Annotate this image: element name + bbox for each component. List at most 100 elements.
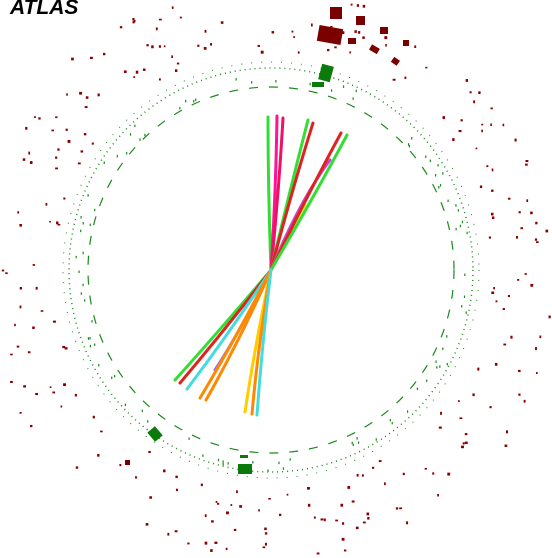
calo-hit: [226, 511, 229, 515]
tracker-hit: [193, 99, 195, 103]
calo-hit: [264, 542, 267, 546]
calo-hit: [502, 123, 505, 127]
calo-hit: [167, 532, 170, 536]
calo-hit: [306, 487, 310, 490]
calo-hit: [332, 37, 336, 41]
tracker-hit: [278, 461, 280, 465]
calo-hit: [66, 93, 68, 96]
calo-hit: [335, 519, 339, 522]
tracker-hit: [282, 467, 285, 470]
calo-hit: [80, 150, 84, 153]
calo-hit: [481, 123, 484, 126]
tracker-hit: [82, 222, 84, 225]
tracker-hit: [425, 155, 427, 158]
tracker-hit: [457, 209, 459, 212]
tracker-hit: [357, 441, 360, 444]
calo-hit: [361, 474, 364, 477]
middle-ring: [68, 67, 474, 473]
calo-hit: [60, 405, 63, 408]
calo-hit: [89, 56, 93, 60]
tower: [356, 16, 365, 25]
calo-hit: [347, 485, 351, 489]
tracker-hit: [98, 363, 100, 367]
calo-hit: [534, 238, 538, 241]
calo-hit: [514, 138, 517, 142]
tracker-hit: [78, 270, 80, 274]
calo-hit: [171, 6, 174, 9]
calo-hit: [220, 21, 224, 24]
calo-hit: [146, 44, 149, 47]
calo-hit: [158, 78, 161, 81]
calo-hit: [279, 513, 282, 517]
tracker-hit: [139, 138, 141, 141]
calo-hit: [362, 4, 366, 8]
calo-hit: [74, 393, 77, 397]
calo-hit: [358, 31, 361, 34]
calo-hit: [334, 46, 337, 49]
calo-hit: [55, 116, 58, 119]
tracker-hit: [465, 311, 467, 314]
tracker-hit: [144, 133, 146, 137]
calo-hit: [354, 30, 357, 33]
calo-hit: [53, 320, 56, 323]
tower: [390, 56, 400, 66]
calo-hit: [163, 45, 166, 48]
calo-hit: [91, 142, 94, 145]
calo-hit: [523, 399, 526, 403]
tracker-hit: [222, 460, 224, 463]
calo-hit: [535, 347, 537, 351]
calo-hit: [187, 542, 190, 545]
calo-hit: [123, 70, 127, 73]
tracker-hit: [94, 343, 96, 346]
calo-hit: [502, 308, 505, 311]
hit-block: [318, 63, 334, 83]
calo-hit: [510, 335, 513, 339]
inner-ring: [87, 86, 455, 454]
calo-hit: [174, 530, 178, 533]
calo-hit: [392, 78, 396, 81]
calo-hit: [297, 51, 300, 54]
calo-hit: [402, 472, 405, 476]
calo-hit: [16, 345, 20, 348]
tracker-hit: [356, 437, 358, 440]
detector-rings: [62, 61, 480, 479]
calo-hit: [330, 25, 333, 29]
calo-hit: [19, 412, 22, 414]
calo-hit: [56, 221, 59, 225]
track: [185, 268, 273, 391]
calo-hit: [524, 273, 527, 275]
calo-hit: [203, 47, 207, 50]
calo-hit: [142, 68, 146, 71]
calo-hit: [35, 286, 38, 290]
calo-hit: [326, 49, 330, 52]
track: [266, 115, 273, 272]
calo-hit: [260, 50, 264, 54]
tracker-hit: [103, 161, 105, 164]
tracker-hit: [461, 220, 464, 224]
calo-hit: [460, 119, 463, 122]
calo-hit: [19, 287, 22, 290]
calo-hit: [530, 211, 533, 215]
calo-hit: [204, 514, 207, 518]
calo-hit: [158, 45, 161, 48]
calo-hit: [313, 516, 316, 519]
calo-hit: [458, 129, 462, 133]
tracker-hit: [342, 85, 345, 88]
calo-hit: [62, 345, 66, 349]
tracker-hit: [275, 79, 277, 83]
tracker-hit: [464, 273, 466, 276]
calo-hit: [258, 509, 260, 512]
hit-block: [238, 464, 252, 474]
tracker-hit: [429, 159, 431, 163]
calo-hit: [52, 391, 56, 394]
calo-hit: [425, 66, 428, 69]
track: [269, 121, 315, 272]
tracker-hit: [435, 174, 437, 177]
calo-hit: [481, 129, 483, 133]
tracker-hit: [408, 144, 411, 148]
calo-hit: [35, 392, 39, 396]
tracker-hit: [352, 443, 354, 447]
tracker-hit: [202, 454, 204, 457]
calo-hit: [452, 138, 455, 142]
calo-hit: [268, 497, 271, 500]
